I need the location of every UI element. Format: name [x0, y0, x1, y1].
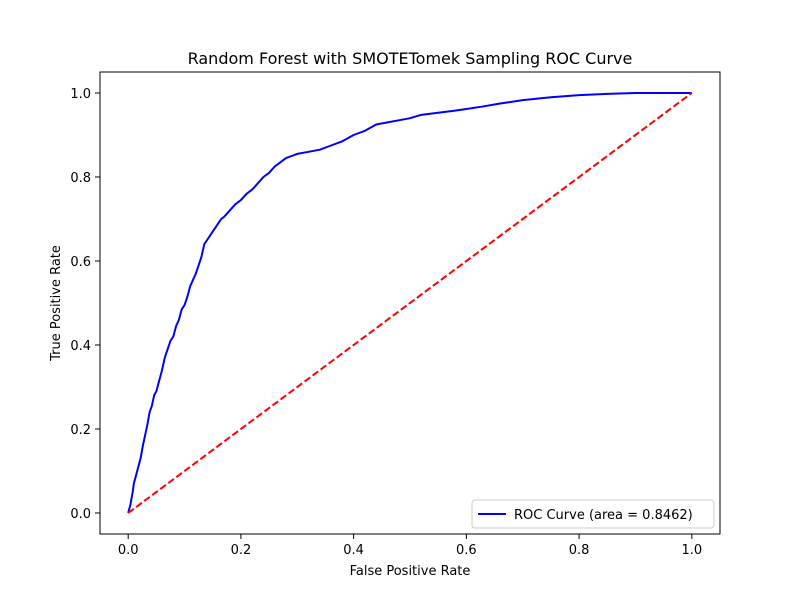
- y-tick-label: 1.0: [70, 87, 91, 102]
- plot-area: 0.0 0.2 0.4 0.6 0.8 1.0 0.0 0.2 0.4 0.6 0.8 1.0 ROC …: [70, 71, 721, 558]
- x-tick-label: 0.4: [343, 543, 364, 558]
- legend-box: [471, 499, 715, 529]
- y-tick-label: 0.4: [70, 339, 91, 354]
- y-tick-label: 0.6: [70, 255, 91, 270]
- chance-diagonal-line: [127, 92, 693, 514]
- y-tick-label: 0.8: [70, 171, 91, 186]
- y-tick-label: 0.0: [70, 507, 91, 522]
- chart-title: Random Forest with SMOTETomek Sampling R…: [188, 49, 633, 68]
- y-tick-label: 0.2: [70, 423, 91, 438]
- x-tick-label: 0.8: [569, 543, 590, 558]
- x-tick-label: 1.0: [681, 543, 702, 558]
- x-axis-title: False Positive Rate: [350, 564, 471, 579]
- roc-curve-line: [127, 92, 692, 514]
- y-axis-title: True Positive Rate: [49, 245, 64, 362]
- x-tick-label: 0.6: [456, 543, 477, 558]
- axes-frame: [99, 71, 721, 535]
- x-tick-label: 0.0: [118, 543, 139, 558]
- legend-label: ROC Curve (area = 0.8462): [514, 508, 693, 523]
- x-tick-label: 0.2: [231, 543, 252, 558]
